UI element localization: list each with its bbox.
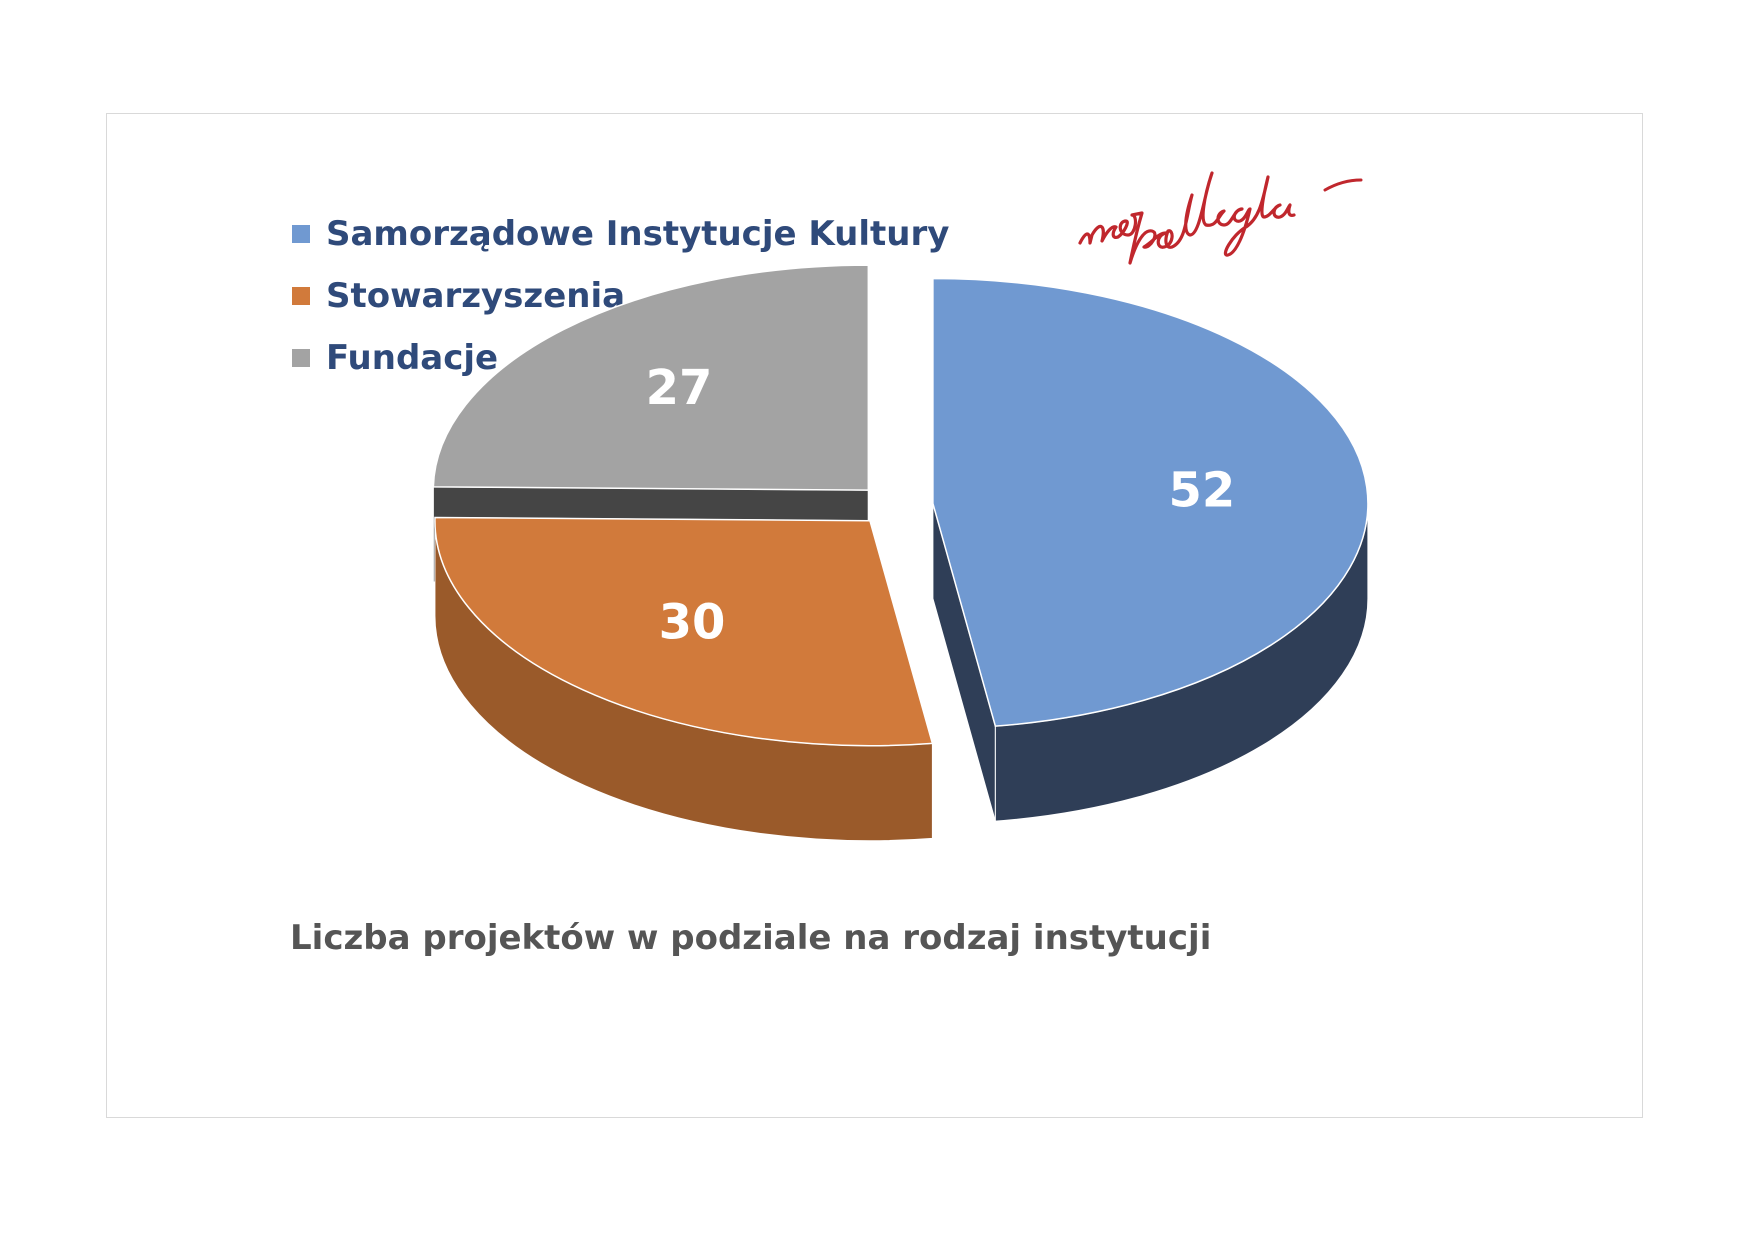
legend-item-samorzadowe: Samorządowe Instytucje Kultury — [292, 203, 949, 265]
legend-swatch-stowarzyszenia — [292, 287, 310, 305]
legend-swatch-samorzadowe — [292, 225, 310, 243]
slice-fundacje — [432, 264, 870, 491]
legend-label-samorzadowe: Samorządowe Instytucje Kultury — [326, 214, 950, 254]
legend-label-stowarzyszenia: Stowarzyszenia — [326, 276, 626, 316]
legend: Samorządowe Instytucje Kultury Stowarzys… — [292, 203, 949, 389]
niepodlegla-logo — [1078, 171, 1363, 265]
legend-label-fundacje: Fundacje — [326, 338, 499, 378]
legend-item-fundacje: Fundacje — [292, 327, 949, 389]
legend-swatch-fundacje — [292, 349, 310, 367]
data-label-samorzadowe: 52 — [1169, 462, 1236, 518]
data-label-stowarzyszenia: 30 — [659, 595, 726, 651]
slice-samorzadowe — [932, 277, 1369, 727]
legend-item-stowarzyszenia: Stowarzyszenia — [292, 265, 949, 327]
slice-stowarzyszenia — [434, 516, 934, 747]
data-label-fundacje: 27 — [646, 360, 713, 416]
chart-title: Liczba projektów w podziale na rodzaj in… — [290, 918, 1212, 958]
chart-frame — [106, 113, 1643, 1118]
